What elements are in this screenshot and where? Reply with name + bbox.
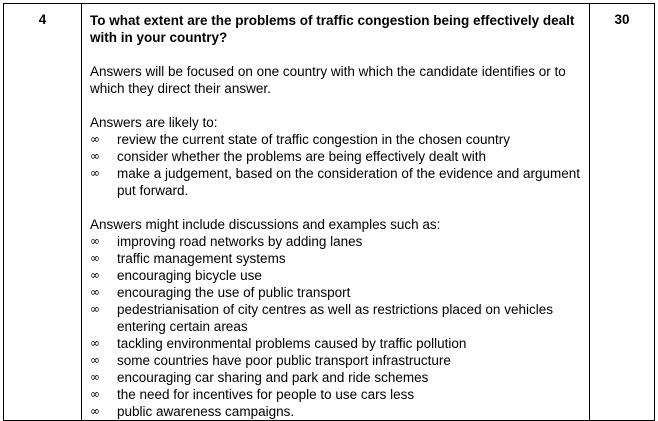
list-item: ∞ the need for incentives for people to u… [90,386,583,403]
examples-list: ∞ improving road networks by adding lanes… [90,233,583,420]
list-item: ∞ tackling environmental problems caused … [90,335,583,352]
infinity-bullet-icon: ∞ [90,132,100,146]
examples-intro: Answers might include discussions and ex… [90,217,441,232]
list-item-text: some countries have poor public transpor… [117,353,451,368]
list-item-text: public awareness campaigns. [117,404,295,419]
list-item-text: consider whether the problems are being … [117,149,486,164]
question-text: To what extent are the problems of traff… [90,13,575,45]
infinity-bullet-icon: ∞ [90,336,100,350]
list-item-text: make a judgement, based on the considera… [117,166,581,198]
infinity-bullet-icon: ∞ [90,268,100,282]
mark-scheme-table: 4 To what extent are the problems of tra… [3,3,655,421]
likely-list: ∞ review the current state of traffic con… [90,131,583,199]
list-item-text: improving road networks by adding lanes [117,234,363,249]
infinity-bullet-icon: ∞ [90,166,100,180]
list-item: ∞ improving road networks by adding lanes [90,233,583,250]
list-item: ∞ some countries have poor public transpo… [90,352,583,369]
infinity-bullet-icon: ∞ [90,353,100,367]
list-item-text: review the current state of traffic cong… [117,132,510,147]
list-item-text: tackling environmental problems caused b… [117,336,467,351]
list-item-text: pedestrianisation of city centres as wel… [117,302,553,334]
infinity-bullet-icon: ∞ [90,251,100,265]
list-item: ∞ encouraging the use of public transport [90,284,583,301]
list-item: ∞ public awareness campaigns. [90,403,583,420]
question-content: To what extent are the problems of traff… [81,3,590,421]
list-item: ∞ traffic management systems [90,250,583,267]
infinity-bullet-icon: ∞ [90,149,100,163]
list-item-text: the need for incentives for people to us… [117,387,415,402]
list-item-text: traffic management systems [117,251,286,266]
list-item: ∞ pedestrianisation of city centres as we… [90,301,583,335]
list-item: ∞ make a judgement, based on the consider… [90,165,583,199]
list-item: ∞ encouraging car sharing and park and ri… [90,369,583,386]
infinity-bullet-icon: ∞ [90,387,100,401]
list-item-text: encouraging the use of public transport [117,285,351,300]
question-marks: 30 [589,3,655,421]
infinity-bullet-icon: ∞ [90,234,100,248]
list-item: ∞ encouraging bicycle use [90,267,583,284]
infinity-bullet-icon: ∞ [90,370,100,384]
likely-intro: Answers are likely to: [90,115,218,130]
question-number: 4 [3,3,82,421]
list-item: ∞ review the current state of traffic con… [90,131,583,148]
infinity-bullet-icon: ∞ [90,302,100,316]
question-row: 4 To what extent are the problems of tra… [3,3,655,421]
focus-note: Answers will be focused on one country w… [90,64,566,96]
infinity-bullet-icon: ∞ [90,285,100,299]
list-item-text: encouraging car sharing and park and rid… [117,370,429,385]
list-item: ∞ consider whether the problems are being… [90,148,583,165]
list-item-text: encouraging bicycle use [117,268,262,283]
infinity-bullet-icon: ∞ [90,404,100,418]
